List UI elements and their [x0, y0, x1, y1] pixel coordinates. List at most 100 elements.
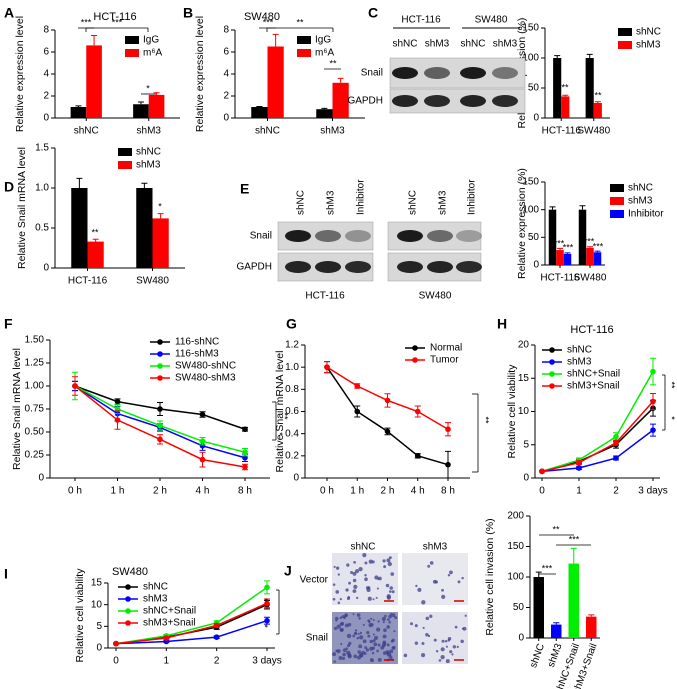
significance: * [146, 83, 150, 93]
y-tick-label: 1.0 [285, 362, 299, 373]
cell [333, 626, 338, 630]
bar [70, 107, 87, 118]
legend-label: shNC+Snail [143, 606, 196, 617]
legend-marker [549, 359, 555, 365]
error-bar [564, 252, 571, 254]
lane-label: Inhibitor [356, 179, 367, 215]
bar [71, 188, 88, 268]
marker [613, 455, 619, 461]
cell [335, 649, 339, 653]
significance: *** [542, 563, 553, 573]
cell [348, 641, 352, 646]
cell [340, 643, 343, 646]
cell [364, 646, 368, 650]
cell [429, 614, 433, 618]
y-axis-label: Relative cell viability [74, 568, 86, 663]
cell [389, 612, 393, 616]
significance: ** [329, 58, 337, 68]
y-tick-label: 1.2 [285, 340, 299, 351]
line [115, 586, 268, 645]
blot-band [345, 230, 371, 242]
y-tick-label: 1.0 [35, 183, 49, 194]
bar [586, 247, 594, 265]
cell [387, 561, 392, 567]
cell [383, 628, 387, 633]
cell [336, 624, 341, 629]
marker [445, 461, 451, 468]
bar [593, 103, 602, 118]
cell [390, 572, 395, 576]
cell [377, 620, 380, 623]
cell [356, 655, 361, 660]
cell [434, 580, 438, 584]
x-tick-label: SW480 [574, 273, 607, 284]
marker [264, 584, 270, 591]
marker [650, 398, 656, 405]
error-bar [137, 101, 144, 105]
cell [342, 652, 346, 657]
significance: *** [563, 242, 574, 252]
legend-label: Tumor [430, 355, 459, 366]
y-axis-label: Relative cell invasion (%) [484, 518, 496, 635]
cell [372, 598, 375, 601]
legend-marker [549, 383, 555, 389]
y-tick-label: 4 [223, 69, 229, 80]
row-label: GAPDH [347, 96, 383, 107]
significance: *** [569, 534, 580, 544]
cell [342, 614, 346, 619]
y-tick-label: 0 [223, 113, 229, 124]
bar [86, 45, 102, 118]
y-tick-label: 8 [43, 25, 49, 36]
cell [355, 569, 360, 574]
cell [365, 648, 369, 652]
cell [447, 574, 451, 577]
y-tick-label: 1.50 [25, 335, 45, 346]
group-label: HCT-116 [305, 291, 345, 302]
cell [364, 577, 368, 582]
bar [578, 209, 587, 265]
cell [388, 556, 392, 560]
y-tick-label: 150 [507, 541, 524, 552]
marker [157, 436, 163, 443]
group-label: HCT-116 [401, 15, 441, 26]
cell [366, 587, 371, 593]
legend-swatch [125, 49, 139, 57]
legend-label: SW480-shNC [175, 361, 236, 372]
legend-label: 116-shM3 [175, 349, 219, 360]
y-tick-label: 0 [518, 633, 524, 644]
marker [199, 438, 206, 445]
y-tick-label: 10 [518, 406, 530, 417]
cell [356, 636, 360, 640]
legend-swatch [610, 197, 624, 205]
legend-marker [125, 620, 131, 626]
x-tick-label: 4 h [196, 486, 210, 497]
error-bar [91, 35, 98, 46]
y-tick-label: 2 [43, 91, 49, 102]
cell [370, 658, 374, 663]
significance: ** [594, 90, 602, 100]
bar [533, 577, 544, 638]
cell [389, 586, 394, 590]
cell [334, 616, 339, 621]
error-bar [272, 33, 279, 47]
marker [414, 408, 421, 415]
cell [388, 621, 391, 624]
cell [358, 644, 363, 649]
cell [421, 641, 425, 646]
error-bar [587, 246, 593, 248]
panel-label: I [4, 566, 8, 582]
cell [344, 623, 349, 628]
cell [381, 616, 386, 622]
cell [460, 639, 464, 644]
cell [440, 654, 445, 660]
lane-label: shNC [296, 190, 307, 215]
bar [585, 58, 594, 118]
bar [87, 241, 104, 268]
cell [384, 614, 387, 618]
cell [457, 580, 461, 584]
marker [113, 640, 119, 647]
marker [354, 383, 361, 389]
legend-label: shNC [143, 582, 168, 593]
error-bar [586, 53, 593, 58]
